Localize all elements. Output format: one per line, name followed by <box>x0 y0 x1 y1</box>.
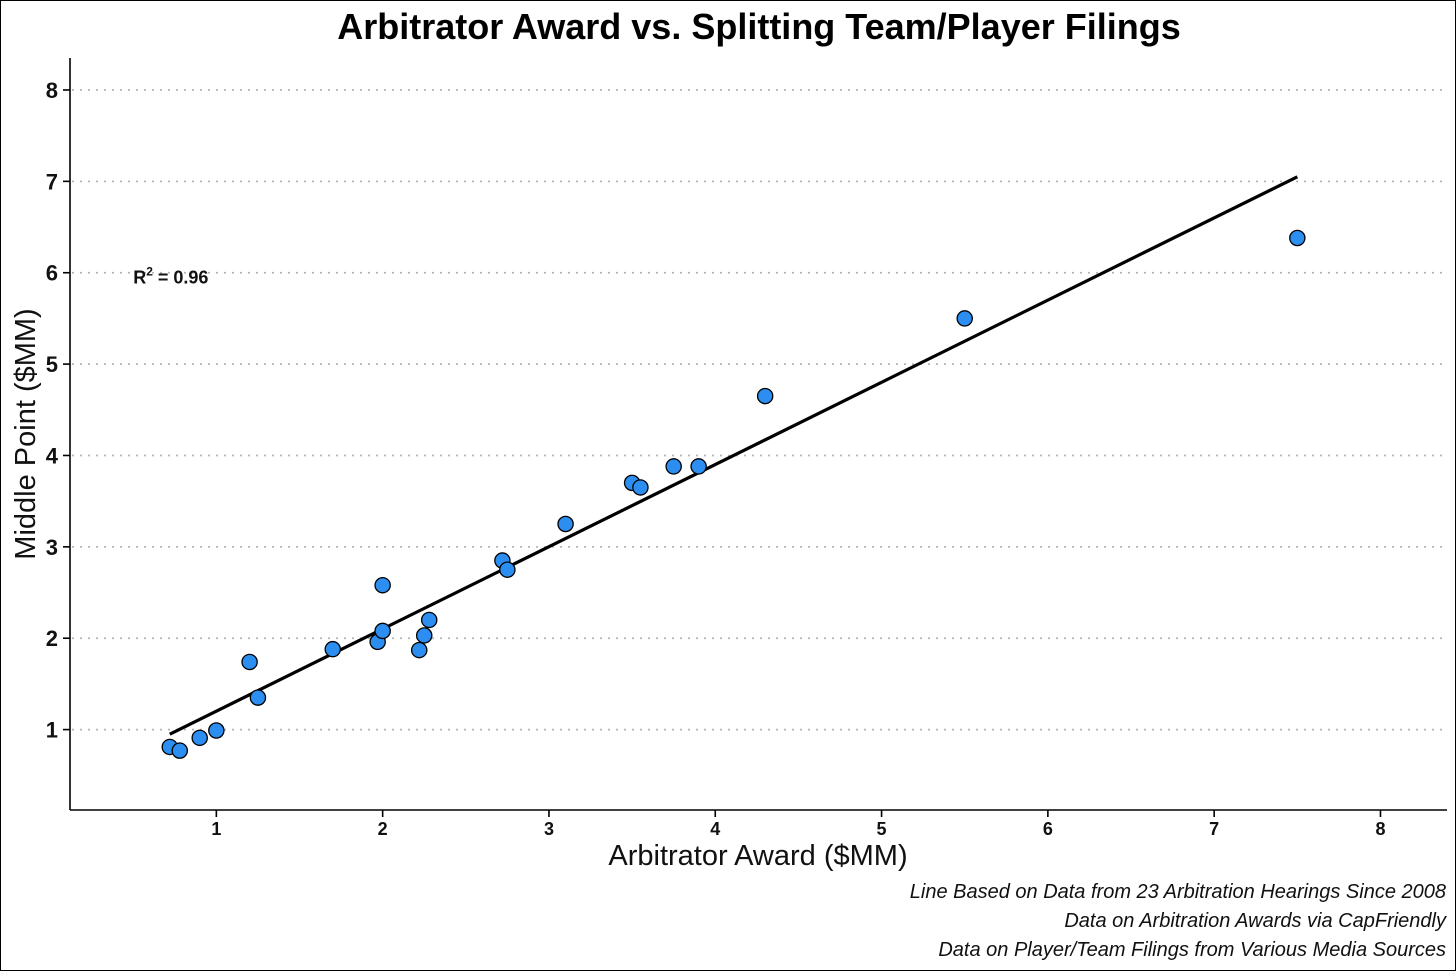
data-point-3 <box>191 729 208 747</box>
data-point-10 <box>374 576 391 594</box>
r-squared-annotation: R2 = 0.96 <box>133 264 208 287</box>
chart-title: Arbitrator Award vs. Splitting Team/Play… <box>337 6 1181 47</box>
x-tick-label-1: 1 <box>211 819 221 839</box>
data-point-23 <box>1289 229 1306 247</box>
x-tick-label-7: 7 <box>1209 819 1219 839</box>
data-point-6 <box>249 689 267 706</box>
data-point-11 <box>410 641 428 659</box>
y-tick-label-6: 6 <box>46 261 58 286</box>
caption-line-2: Data on Arbitration Awards via CapFriend… <box>1064 910 1447 932</box>
y-tick-label-4: 4 <box>46 443 59 468</box>
y-tick-label-8: 8 <box>46 78 58 103</box>
x-tick-label-6: 6 <box>1043 819 1053 839</box>
data-point-4 <box>208 722 225 739</box>
data-point-22 <box>956 310 973 327</box>
x-axis-title: Arbitrator Award ($MM) <box>608 840 907 872</box>
data-point-5 <box>241 653 258 671</box>
y-tick-label-2: 2 <box>46 626 58 651</box>
x-tick-label-8: 8 <box>1375 819 1385 839</box>
data-point-18 <box>632 479 649 496</box>
x-tick-label-2: 2 <box>378 819 388 839</box>
y-tick-label-3: 3 <box>46 535 58 560</box>
data-point-2 <box>171 742 189 759</box>
data-point-12 <box>415 627 433 644</box>
x-tick-label-5: 5 <box>877 819 887 839</box>
data-point-15 <box>499 561 516 578</box>
r-squared-value: = 0.96 <box>153 267 209 287</box>
caption-line-1: Line Based on Data from 23 Arbitration H… <box>910 881 1446 903</box>
data-point-21 <box>756 387 774 405</box>
y-axis-title: Middle Point ($MM) <box>10 308 42 559</box>
caption-line-3: Data on Player/Team Filings from Various… <box>938 939 1446 961</box>
data-point-20 <box>690 458 707 475</box>
data-point-9 <box>374 622 391 640</box>
x-axis-ticks: 1 2 3 4 5 6 7 8 <box>211 810 1385 839</box>
y-tick-label-1: 1 <box>46 718 58 743</box>
y-tick-label-7: 7 <box>46 169 58 194</box>
r-squared-superscript: 2 <box>146 264 153 278</box>
y-axis-ticks: 1 2 3 4 5 6 7 8 <box>46 78 70 743</box>
x-tick-label-3: 3 <box>544 819 554 839</box>
data-points <box>161 229 1306 759</box>
x-tick-label-4: 4 <box>710 819 720 839</box>
trend-line <box>169 175 1299 736</box>
data-point-16 <box>557 515 574 533</box>
data-point-7 <box>324 640 342 658</box>
data-point-19 <box>665 458 682 475</box>
y-tick-label-5: 5 <box>46 352 58 377</box>
gridlines <box>72 89 1447 731</box>
data-point-13 <box>420 611 438 629</box>
r-squared-base: R <box>133 267 146 287</box>
